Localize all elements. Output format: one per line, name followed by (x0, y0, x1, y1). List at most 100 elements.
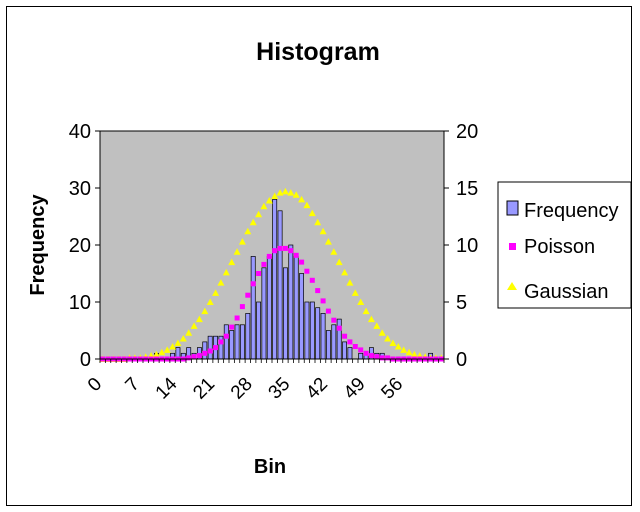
poisson-point (320, 298, 326, 304)
gaussian-point (265, 197, 273, 204)
poisson-point (299, 259, 305, 265)
legend-box (497, 181, 632, 309)
poisson-point (385, 355, 391, 361)
legend-poisson-label: Poisson (524, 236, 595, 258)
poisson-point (250, 281, 256, 287)
gaussian-point (271, 192, 279, 199)
frequency-bar (358, 352, 364, 360)
gaussian-point (195, 315, 203, 323)
frequency-bar (234, 324, 240, 360)
gaussian-point (292, 191, 300, 198)
legend: Frequency Poisson Gaussian (497, 181, 632, 309)
frequency-bar (283, 267, 288, 360)
poisson-point (352, 344, 358, 349)
frequency-bar (240, 324, 245, 360)
poisson-point (368, 353, 374, 359)
poisson-point (277, 245, 283, 251)
gaussian-point (394, 343, 402, 350)
poisson-point (266, 253, 272, 259)
frequency-bar (288, 244, 294, 360)
gaussian-point (190, 322, 198, 329)
frequency-bar (266, 256, 272, 360)
gaussian-point (185, 329, 193, 336)
y2-tick-label: 10 (456, 235, 478, 257)
poisson-point (223, 333, 229, 339)
gaussian-point (384, 335, 392, 342)
gaussian-point (152, 350, 160, 358)
gaussian-point (228, 258, 236, 266)
gaussian-point (233, 248, 241, 255)
x-tick-label: 28 (227, 374, 257, 404)
frequency-bar (223, 324, 229, 360)
legend-poisson-swatch (509, 243, 516, 250)
poisson-point (186, 355, 192, 361)
frequency-bar (347, 347, 353, 360)
plot-area (99, 130, 445, 360)
chart-title: Histogram (256, 38, 380, 66)
poisson-point (207, 348, 213, 354)
poisson-point (358, 347, 364, 353)
gaussian-point (287, 189, 295, 196)
x-tick-label: 14 (152, 373, 182, 403)
gaussian-point (281, 187, 289, 195)
legend-gaussian-label: Gaussian (524, 281, 609, 303)
poisson-point (347, 339, 353, 345)
frequency-bar (320, 313, 326, 360)
gaussian-point (341, 268, 349, 276)
poisson-point (336, 325, 342, 331)
gaussian-point (324, 238, 332, 245)
y2-tick-label: 5 (456, 292, 467, 314)
gaussian-point (367, 315, 375, 323)
poisson-point (342, 333, 348, 339)
frequency-bar (315, 307, 321, 360)
poisson-point (282, 245, 288, 251)
gaussian-point (169, 343, 177, 350)
x-tick-label: 42 (302, 374, 332, 404)
poisson-point (331, 317, 337, 323)
gaussian-point (314, 218, 322, 226)
gaussian-point (400, 346, 408, 353)
legend-frequency-swatch (506, 200, 519, 216)
gaussian-point (260, 202, 268, 210)
frequency-bar (304, 301, 310, 360)
poisson-point (363, 350, 369, 356)
poisson-point (272, 248, 278, 254)
poisson-point (202, 350, 208, 356)
frequency-bar (229, 330, 235, 360)
poisson-point (234, 315, 240, 321)
frequency-bar (309, 301, 315, 360)
frequency-bar (342, 341, 348, 360)
frequency-bar (299, 273, 305, 360)
gaussian-point (335, 258, 343, 266)
gaussian-point (158, 348, 166, 356)
frequency-bar (256, 301, 262, 360)
poisson-point (325, 308, 331, 314)
y-tick-label: 10 (69, 292, 91, 314)
gaussian-point (405, 348, 413, 356)
y-tick-label: 30 (69, 178, 91, 200)
legend-gaussian-swatch (507, 282, 517, 290)
legend-frequency-label: Frequency (524, 200, 619, 222)
poisson-point (374, 354, 380, 360)
x-tick-label: 35 (265, 374, 295, 404)
x-tick-label: 7 (122, 374, 144, 396)
poisson-point (213, 345, 219, 351)
frequency-bar (293, 256, 299, 360)
x-tick-label: 21 (189, 374, 219, 404)
poisson-point (256, 271, 262, 276)
x-tick-label: 56 (377, 374, 407, 404)
gaussian-point (351, 289, 359, 296)
frequency-bar (245, 313, 251, 360)
gaussian-point (212, 289, 220, 296)
gaussian-point (319, 227, 327, 235)
x-tick-label: 49 (340, 374, 370, 404)
poisson-point (288, 248, 294, 254)
y2-tick-label: 15 (456, 178, 478, 200)
frequency-bar (202, 341, 208, 360)
poisson-point (218, 339, 224, 345)
gaussian-point (357, 298, 365, 305)
gaussian-point (303, 201, 311, 209)
frequency-bar (331, 324, 337, 360)
gaussian-point (373, 322, 381, 329)
poisson-point (379, 355, 385, 361)
